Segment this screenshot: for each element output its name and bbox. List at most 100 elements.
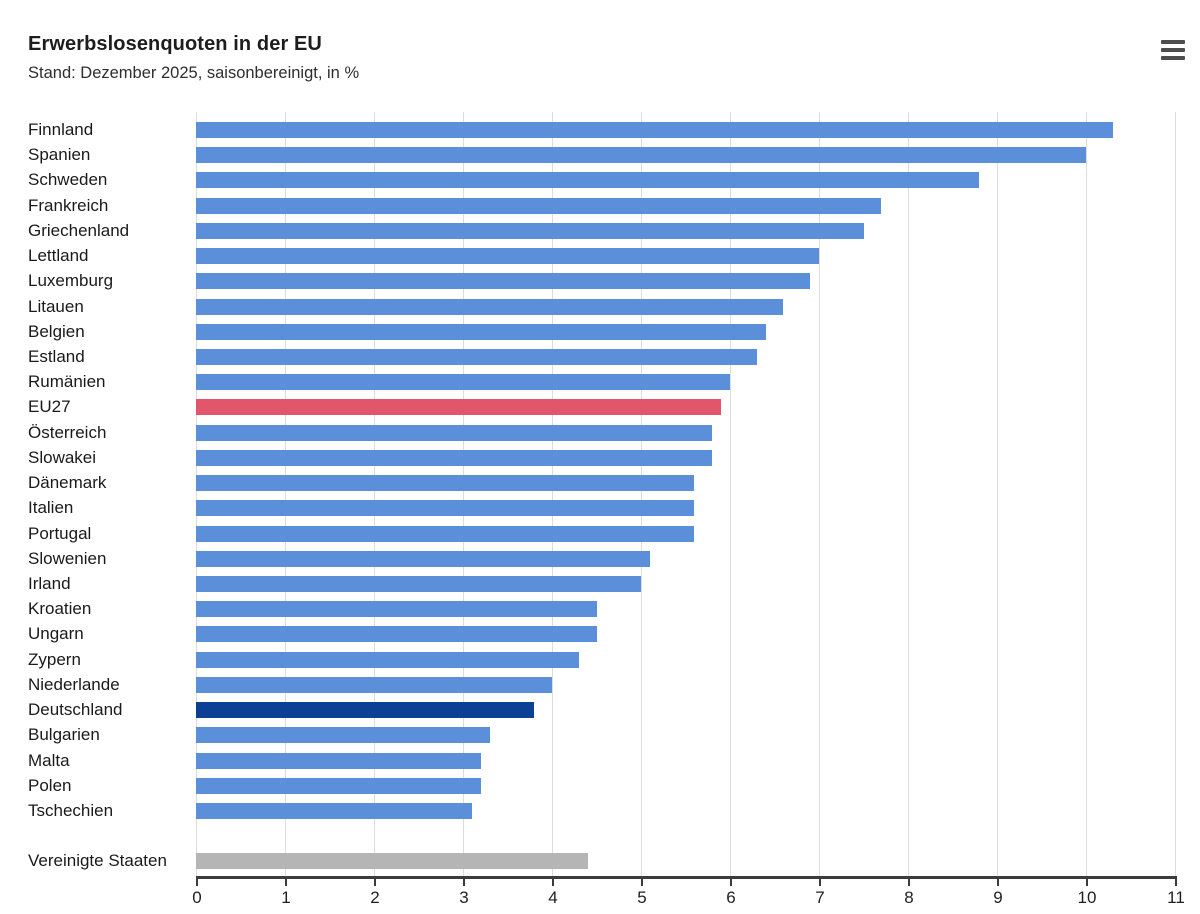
row-label-italien: Italien xyxy=(28,498,74,518)
axis-tick-label: 2 xyxy=(370,888,380,907)
row-label-luxemburg: Luxemburg xyxy=(28,271,114,291)
bar-griechenland[interactable] xyxy=(196,222,864,239)
gridline xyxy=(908,112,909,876)
row-label-slowakei: Slowakei xyxy=(28,447,97,467)
row-label-estland: Estland xyxy=(28,346,85,366)
row-label-bulgarien: Bulgarien xyxy=(28,725,100,745)
bar-vereinigte-staaten[interactable] xyxy=(196,853,588,870)
axis-tick xyxy=(908,879,910,886)
axis-tick-label: 5 xyxy=(637,888,647,907)
bar-finnland[interactable] xyxy=(196,122,1113,138)
bar-deutschland[interactable] xyxy=(196,702,535,719)
row-label-litauen: Litauen xyxy=(28,296,84,316)
bar-slowenien[interactable] xyxy=(196,550,650,567)
row-label-ungarn: Ungarn xyxy=(28,624,84,644)
row-label-polen: Polen xyxy=(28,775,72,795)
bar-zypern[interactable] xyxy=(196,651,579,668)
row-label-niederlande: Niederlande xyxy=(28,674,120,694)
axis-tick xyxy=(730,879,732,886)
axis-tick xyxy=(819,879,821,886)
bar-italien[interactable] xyxy=(196,500,695,517)
bar-lettland[interactable] xyxy=(196,248,819,265)
bar-tschechien[interactable] xyxy=(196,802,472,819)
bar-bulgarien[interactable] xyxy=(196,727,490,744)
bar-belgien[interactable] xyxy=(196,323,766,340)
bar-malta[interactable] xyxy=(196,752,481,769)
bar-schweden[interactable] xyxy=(196,172,980,189)
row-label-malta: Malta xyxy=(28,750,70,770)
bar-d-nemark[interactable] xyxy=(196,475,695,492)
axis-tick xyxy=(196,879,198,886)
bar-irland[interactable] xyxy=(196,575,641,592)
row-label-lettland: Lettland xyxy=(28,246,89,266)
axis-tick-label: 10 xyxy=(1077,888,1097,907)
row-label-d-nemark: Dänemark xyxy=(28,473,107,493)
gridline xyxy=(819,112,820,876)
axis-tick xyxy=(374,879,376,886)
axis-tick-label: 7 xyxy=(815,888,825,907)
bar-portugal[interactable] xyxy=(196,525,695,542)
bar--sterreich[interactable] xyxy=(196,424,713,441)
bar-litauen[interactable] xyxy=(196,298,784,315)
axis-tick-label: 3 xyxy=(459,888,469,907)
chart-subtitle: Stand: Dezember 2025, saisonbereinigt, i… xyxy=(28,64,360,82)
axis-tick xyxy=(285,879,287,886)
row-label-schweden: Schweden xyxy=(28,170,108,190)
axis-tick xyxy=(1175,879,1177,886)
bar-slowakei[interactable] xyxy=(196,449,713,466)
gridline xyxy=(997,112,998,876)
bar-luxemburg[interactable] xyxy=(196,273,811,290)
gridline xyxy=(1086,112,1087,876)
row-label-eu27: EU27 xyxy=(28,397,71,417)
row-label-rum-nien: Rumänien xyxy=(28,372,106,392)
axis-tick xyxy=(463,879,465,886)
menu-icon-bar xyxy=(1161,56,1185,60)
row-label-belgien: Belgien xyxy=(28,321,85,341)
gridline xyxy=(196,112,197,876)
chart-title: Erwerbslosenquoten in der EU xyxy=(28,33,322,55)
gridline xyxy=(285,112,286,876)
bar-niederlande[interactable] xyxy=(196,676,552,693)
row-label-spanien: Spanien xyxy=(28,145,91,165)
axis-tick-label: 0 xyxy=(192,888,202,907)
gridline xyxy=(641,112,642,876)
bar-kroatien[interactable] xyxy=(196,601,597,618)
row-label-tschechien: Tschechien xyxy=(28,800,114,820)
axis-tick-label: 9 xyxy=(993,888,1003,907)
axis-tick-label: 8 xyxy=(904,888,914,907)
row-label-zypern: Zypern xyxy=(28,649,81,669)
bar-rum-nien[interactable] xyxy=(196,374,730,391)
axis-tick xyxy=(552,879,554,886)
gridline xyxy=(374,112,375,876)
row-label-frankreich: Frankreich xyxy=(28,195,109,215)
row-label-kroatien: Kroatien xyxy=(28,599,92,619)
gridline xyxy=(463,112,464,876)
row-label-slowenien: Slowenien xyxy=(28,548,107,568)
menu-icon-bar xyxy=(1161,40,1185,44)
bar-estland[interactable] xyxy=(196,348,757,365)
axis-tick xyxy=(1086,879,1088,886)
bar-eu27[interactable] xyxy=(196,399,722,416)
axis-tick-label: 11 xyxy=(1167,888,1185,907)
bar-polen[interactable] xyxy=(196,777,481,794)
row-label-portugal: Portugal xyxy=(28,523,92,543)
x-axis-line xyxy=(196,876,1177,879)
gridline xyxy=(730,112,731,876)
row-label-griechenland: Griechenland xyxy=(28,220,130,240)
axis-tick xyxy=(997,879,999,886)
row-label-deutschland: Deutschland xyxy=(28,700,123,720)
axis-tick xyxy=(641,879,643,886)
bar-frankreich[interactable] xyxy=(196,197,882,214)
axis-tick-label: 4 xyxy=(548,888,558,907)
bar-spanien[interactable] xyxy=(196,147,1086,164)
row-label-vereinigte-staaten: Vereinigte Staaten xyxy=(28,851,167,871)
row-label-irland: Irland xyxy=(28,573,71,593)
row-label--sterreich: Österreich xyxy=(28,422,107,442)
bar-ungarn[interactable] xyxy=(196,626,597,643)
menu-icon-bar xyxy=(1161,48,1185,52)
hamburger-menu-icon[interactable] xyxy=(1161,38,1187,62)
gridline xyxy=(552,112,553,876)
axis-tick-label: 6 xyxy=(726,888,736,907)
